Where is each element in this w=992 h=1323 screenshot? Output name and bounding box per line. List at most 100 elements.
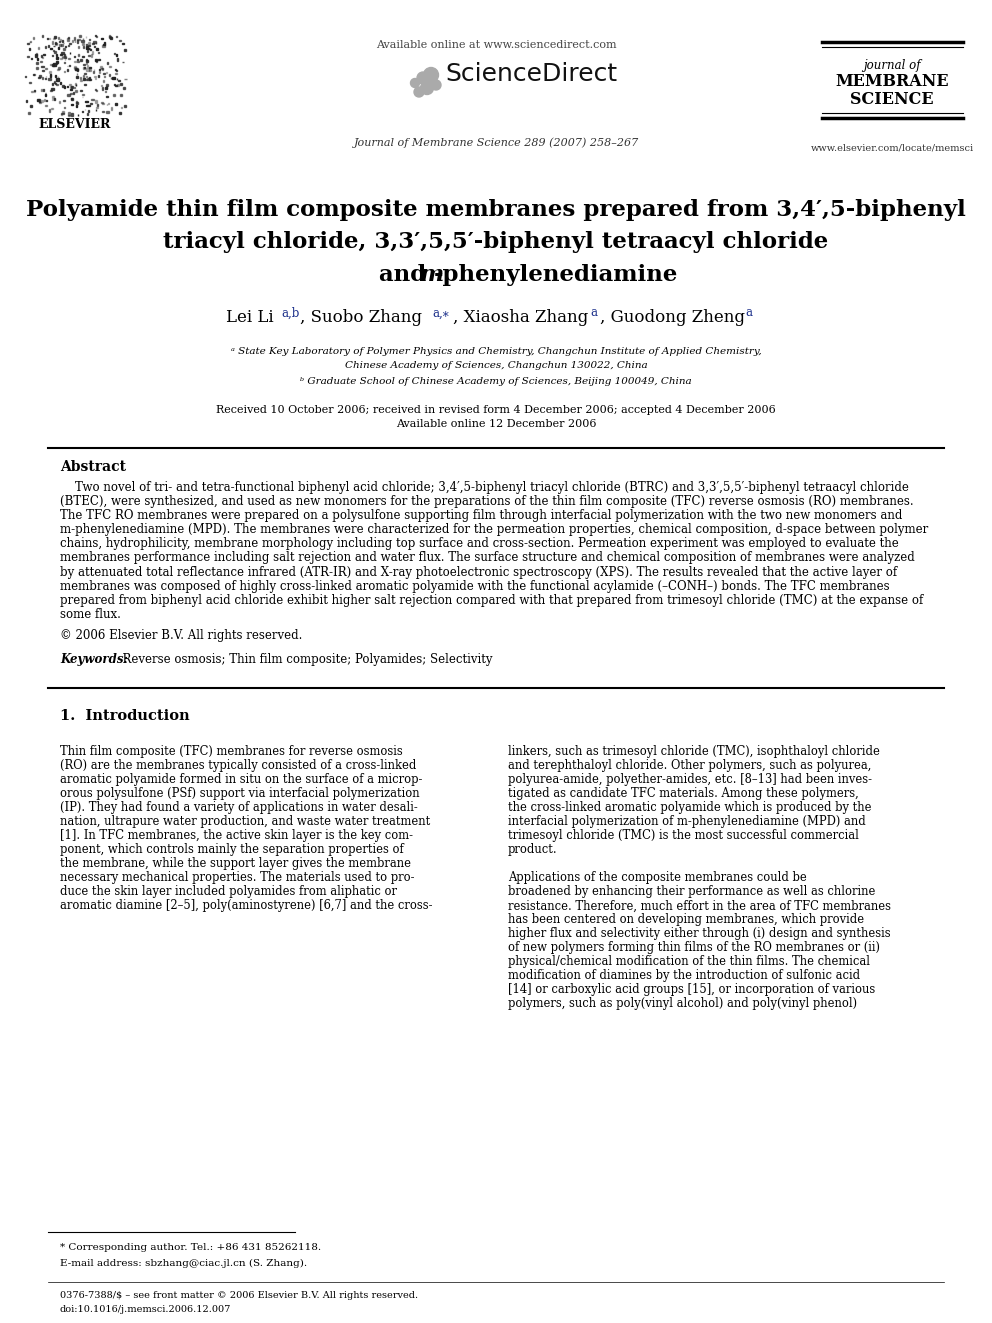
Bar — [96, 60, 97, 62]
Bar — [71, 98, 73, 101]
Text: linkers, such as trimesoyl chloride (TMC), isophthaloyl chloride: linkers, such as trimesoyl chloride (TMC… — [508, 745, 880, 758]
Bar — [110, 37, 112, 38]
Bar — [117, 85, 119, 86]
Bar — [75, 102, 77, 103]
Bar — [124, 106, 126, 107]
Text: ponent, which controls mainly the separation properties of: ponent, which controls mainly the separa… — [60, 844, 404, 856]
Bar — [74, 67, 75, 69]
Text: modification of diamines by the introduction of sulfonic acid: modification of diamines by the introduc… — [508, 970, 860, 983]
Circle shape — [411, 78, 420, 87]
Text: prepared from biphenyl acid chloride exhibit higher salt rejection compared with: prepared from biphenyl acid chloride exh… — [60, 594, 924, 607]
Text: a: a — [745, 307, 752, 319]
Text: (RO) are the membranes typically consisted of a cross-linked: (RO) are the membranes typically consist… — [60, 759, 417, 773]
Bar — [28, 112, 30, 114]
Bar — [119, 112, 121, 114]
Text: Applications of the composite membranes could be: Applications of the composite membranes … — [508, 872, 806, 885]
Text: SCIENCE: SCIENCE — [850, 90, 933, 107]
Bar — [124, 49, 126, 50]
Text: Abstract: Abstract — [60, 460, 126, 474]
Text: the cross-linked aromatic polyamide which is produced by the: the cross-linked aromatic polyamide whic… — [508, 802, 872, 815]
Bar — [42, 36, 44, 37]
Text: E-mail address: sbzhang@ciac.jl.cn (S. Zhang).: E-mail address: sbzhang@ciac.jl.cn (S. Z… — [60, 1258, 308, 1267]
Text: triacyl chloride, 3,3′,5,5′-biphenyl tetraacyl chloride: triacyl chloride, 3,3′,5,5′-biphenyl tet… — [164, 232, 828, 253]
Bar — [80, 60, 81, 61]
Bar — [63, 48, 65, 50]
Bar — [59, 67, 60, 69]
Text: ᵃ State Key Laboratory of Polymer Physics and Chemistry, Changchun Institute of : ᵃ State Key Laboratory of Polymer Physic… — [231, 348, 761, 356]
Text: Received 10 October 2006; received in revised form 4 December 2006; accepted 4 D: Received 10 October 2006; received in re… — [216, 405, 776, 415]
Text: , Xiaosha Zhang: , Xiaosha Zhang — [453, 310, 593, 327]
Bar — [61, 44, 63, 46]
Bar — [74, 83, 75, 85]
Text: , Guodong Zheng: , Guodong Zheng — [600, 310, 750, 327]
Bar — [82, 42, 83, 45]
Bar — [49, 78, 51, 79]
Text: some flux.: some flux. — [60, 609, 121, 622]
Bar — [92, 52, 93, 54]
Bar — [62, 56, 64, 57]
Bar — [93, 70, 94, 73]
Text: (BTEC), were synthesized, and used as new monomers for the preparations of the t: (BTEC), were synthesized, and used as ne… — [60, 495, 914, 508]
Bar — [45, 46, 47, 49]
Text: (IP). They had found a variety of applications in water desali-: (IP). They had found a variety of applic… — [60, 802, 418, 815]
Bar — [57, 57, 58, 60]
Text: 1.  Introduction: 1. Introduction — [60, 709, 189, 722]
Bar — [51, 90, 53, 91]
Text: * Corresponding author. Tel.: +86 431 85262118.: * Corresponding author. Tel.: +86 431 85… — [60, 1244, 321, 1253]
Text: -phenylenediamine: -phenylenediamine — [434, 265, 679, 286]
Bar — [52, 87, 54, 90]
Bar — [105, 87, 107, 89]
Bar — [75, 101, 76, 103]
Text: of new polymers forming thin films of the RO membranes or (ii): of new polymers forming thin films of th… — [508, 942, 880, 954]
Bar — [73, 37, 75, 40]
Bar — [71, 86, 73, 89]
Bar — [98, 74, 99, 77]
Text: has been centered on developing membranes, which provide: has been centered on developing membrane… — [508, 913, 864, 926]
Bar — [95, 58, 97, 61]
Bar — [34, 74, 35, 75]
Text: Keywords:: Keywords: — [60, 654, 128, 667]
Text: polyurea-amide, polyether-amides, etc. [8–13] had been inves-: polyurea-amide, polyether-amides, etc. [… — [508, 774, 872, 786]
Bar — [62, 85, 63, 87]
Text: Available online 12 December 2006: Available online 12 December 2006 — [396, 419, 596, 429]
Text: polymers, such as poly(vinyl alcohol) and poly(vinyl phenol): polymers, such as poly(vinyl alcohol) an… — [508, 998, 857, 1011]
Circle shape — [414, 87, 424, 97]
Bar — [58, 46, 59, 49]
Text: membranes was composed of highly cross-linked aromatic polyamide with the functi: membranes was composed of highly cross-l… — [60, 579, 890, 593]
Text: nation, ultrapure water production, and waste water treatment: nation, ultrapure water production, and … — [60, 815, 431, 828]
Bar — [60, 44, 62, 46]
Circle shape — [421, 82, 434, 94]
Text: ScienceDirect: ScienceDirect — [445, 62, 617, 86]
Bar — [115, 69, 116, 70]
Text: Lei Li: Lei Li — [226, 310, 279, 327]
Bar — [106, 71, 107, 73]
Text: a,b: a,b — [281, 307, 300, 319]
Bar — [83, 78, 84, 79]
Bar — [67, 112, 70, 115]
Bar — [102, 103, 104, 105]
Bar — [76, 69, 78, 71]
Text: the membrane, while the support layer gives the membrane: the membrane, while the support layer gi… — [60, 857, 411, 871]
Bar — [54, 38, 56, 40]
Text: Two novel of tri- and tetra-functional biphenyl acid chloride; 3,4′,5-biphenyl t: Two novel of tri- and tetra-functional b… — [75, 480, 909, 493]
Bar — [96, 107, 98, 108]
Text: interfacial polymerization of m-phenylenediamine (MPD) and: interfacial polymerization of m-phenylen… — [508, 815, 866, 828]
Bar — [55, 42, 57, 44]
Bar — [74, 66, 76, 67]
Bar — [106, 85, 107, 86]
Bar — [67, 37, 68, 38]
Bar — [49, 71, 52, 73]
Bar — [86, 50, 88, 52]
Text: Reverse osmosis; Thin film composite; Polyamides; Selectivity: Reverse osmosis; Thin film composite; Po… — [115, 654, 492, 667]
Text: © 2006 Elsevier B.V. All rights reserved.: © 2006 Elsevier B.V. All rights reserved… — [60, 630, 303, 643]
Text: 0376-7388/$ – see front matter © 2006 Elsevier B.V. All rights reserved.: 0376-7388/$ – see front matter © 2006 El… — [60, 1290, 418, 1299]
Bar — [96, 49, 98, 50]
Bar — [62, 53, 63, 54]
Bar — [85, 60, 88, 62]
Bar — [72, 93, 73, 94]
Text: duce the skin layer included polyamides from aliphatic or: duce the skin layer included polyamides … — [60, 885, 397, 898]
Circle shape — [431, 79, 441, 90]
Text: higher flux and selectivity either through (i) design and synthesis: higher flux and selectivity either throu… — [508, 927, 891, 941]
Circle shape — [417, 71, 429, 83]
Bar — [91, 42, 93, 44]
